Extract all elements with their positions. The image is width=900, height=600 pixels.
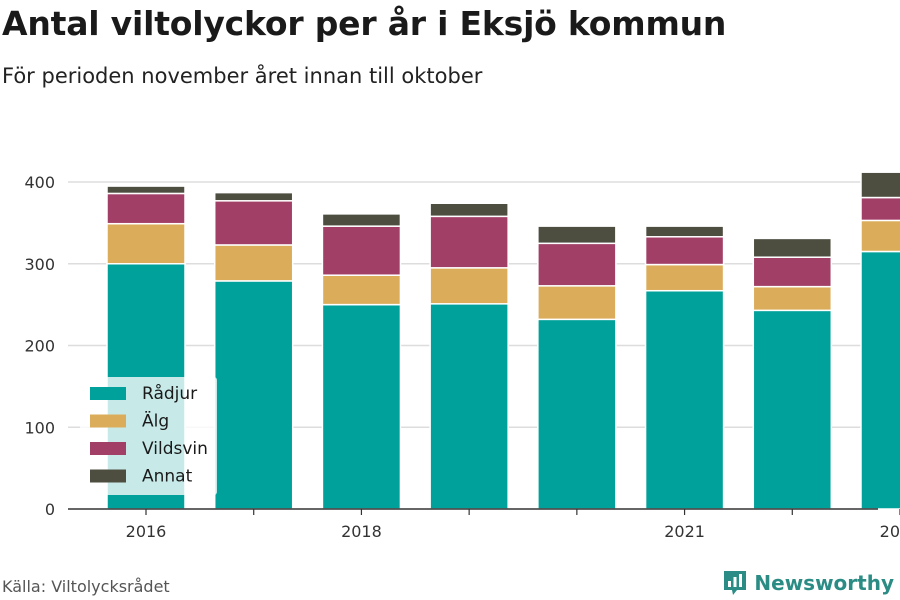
bar-segment	[860, 219, 900, 253]
chart-legend: Rådjur Älg Vildsvin Annat	[80, 377, 217, 495]
bar-segment	[429, 303, 509, 510]
chart-title: Antal viltolyckor per år i Eksjö kommun	[2, 4, 727, 43]
bar-segment	[644, 225, 725, 238]
bar-segment	[860, 171, 900, 199]
y-tick-label: 400	[24, 173, 55, 192]
legend-swatch	[90, 469, 126, 483]
x-tick-label: 2016	[126, 522, 167, 541]
bar-segment	[644, 236, 725, 266]
legend-swatch	[90, 442, 126, 455]
bar-segment	[752, 285, 833, 312]
bar-segment	[537, 318, 617, 510]
legend-swatch	[90, 387, 126, 400]
source-note: Källa: Viltolycksrådet	[2, 577, 170, 596]
bar-segment	[321, 274, 402, 306]
bar-segment	[321, 225, 402, 276]
bar-segment	[429, 267, 509, 305]
bar-segment	[860, 250, 900, 510]
legend-label: Rådjur	[142, 383, 197, 404]
bar-segment	[321, 303, 402, 510]
bar-segment	[106, 222, 186, 265]
x-tick-label: 2023	[880, 522, 900, 541]
legend-background	[80, 377, 217, 495]
bar-segment	[752, 256, 833, 288]
bar-segment	[213, 191, 294, 202]
y-tick-label: 0	[45, 500, 55, 519]
bar-segment	[752, 237, 833, 258]
bar-segment	[537, 225, 617, 245]
y-tick-label: 300	[24, 255, 55, 274]
bar-segment	[213, 280, 294, 510]
bar-segment	[537, 285, 617, 321]
chart-subtitle: För perioden november året innan till ok…	[2, 64, 483, 88]
legend-label: Älg	[142, 411, 169, 432]
bar-segment	[213, 244, 294, 282]
bar-segment	[429, 215, 509, 269]
bar-segment	[106, 192, 186, 225]
brand-name: Newsworthy	[754, 571, 894, 595]
brand-logo: Newsworthy	[722, 569, 894, 597]
bar-segment	[860, 196, 900, 222]
legend-label: Vildsvin	[142, 439, 208, 459]
bar-segment	[429, 202, 509, 218]
bar-segment	[106, 185, 186, 195]
x-tick-label: 2021	[664, 522, 705, 541]
bar-segment	[752, 309, 833, 510]
newsworthy-logo-icon	[724, 571, 747, 595]
x-tick-label: 2018	[341, 522, 382, 541]
bar-segment	[644, 289, 725, 510]
bar-segment	[321, 213, 402, 227]
legend-label: Annat	[142, 467, 193, 487]
bar-segment	[644, 263, 725, 292]
y-tick-label: 100	[24, 418, 55, 437]
y-tick-label: 200	[24, 337, 55, 356]
bar-segment	[537, 242, 617, 287]
bar-segment	[213, 200, 294, 246]
legend-swatch	[90, 414, 126, 428]
